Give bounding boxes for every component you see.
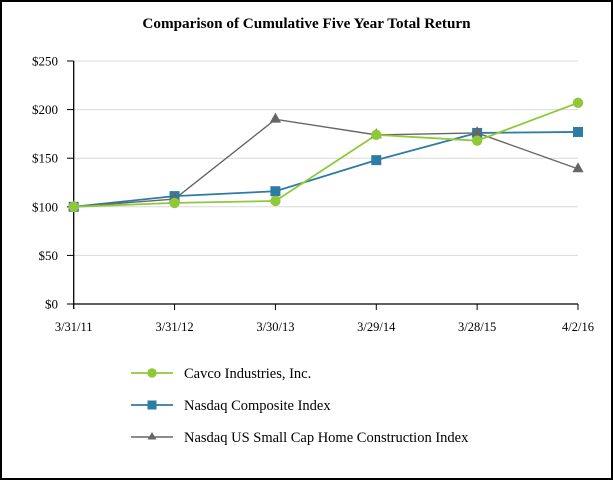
svg-text:Cavco Industries, Inc.: Cavco Industries, Inc.: [184, 366, 311, 382]
svg-text:Nasdaq US Small Cap Home Const: Nasdaq US Small Cap Home Construction In…: [184, 430, 469, 446]
svg-text:Nasdaq Composite Index: Nasdaq Composite Index: [184, 398, 331, 414]
